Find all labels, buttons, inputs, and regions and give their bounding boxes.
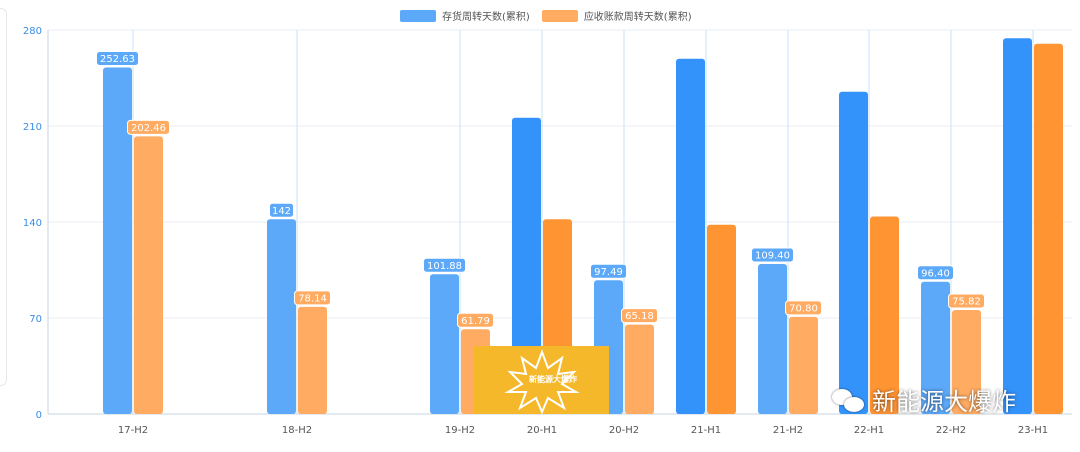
data-label-box [785,300,822,316]
data-label: 97.49 [594,267,623,278]
data-label-box [948,293,985,309]
y-tick-label: 70 [29,314,42,325]
legend-item-inventory[interactable]: 存货周转天数(累积) [400,8,530,23]
bar-receivables [298,306,327,414]
bar-inventory [1003,38,1032,414]
data-label-box [96,51,139,67]
bar-inventory [103,67,132,414]
data-label: 202.46 [131,123,166,134]
bar-receivables [134,136,163,414]
data-label: 101.88 [427,261,462,272]
x-tick-label: 18-H2 [282,425,312,436]
data-label: 252.63 [100,54,135,65]
data-label-box [294,290,331,306]
data-label-box [751,247,794,263]
x-tick-label: 22-H1 [854,425,884,436]
legend-swatch-inventory [400,9,436,22]
legend-label-receivables: 应收账款周转天数(累积) [583,12,692,23]
x-tick-label: 19-H2 [445,425,475,436]
burst-icon [504,349,580,415]
y-tick-label: 280 [23,26,42,37]
data-label-box [269,202,294,218]
legend-item-receivables[interactable]: 应收账款周转天数(累积) [541,8,692,23]
bar-inventory [839,91,868,414]
bar-inventory [676,58,705,415]
data-label-box [127,119,170,135]
x-tick-label: 21-H1 [691,425,721,436]
data-label-box [917,265,954,281]
data-label: 61.79 [461,316,490,327]
x-tick-label: 23-H1 [1018,425,1048,436]
data-label: 109.40 [755,250,790,261]
bar-receivables [1034,43,1063,414]
logo-badge [474,346,609,415]
watermark-text: 新能源大爆炸 [872,388,1016,416]
bar-inventory [758,263,787,414]
y-tick-label: 210 [23,122,42,133]
y-tick-label: 0 [36,410,42,421]
bar-inventory [921,281,950,414]
x-tick-label: 22-H2 [936,425,966,436]
data-label: 78.14 [298,293,327,304]
bar-inventory [267,219,296,414]
bar-receivables [789,316,818,414]
data-label-box [590,263,627,279]
x-tick-label: 17-H2 [118,425,148,436]
data-label: 70.80 [789,303,818,314]
y-tick-label: 140 [23,218,42,229]
legend-label-inventory: 存货周转天数(累积) [442,12,530,23]
x-tick-label: 21-H2 [773,425,803,436]
bar-inventory [430,274,459,414]
data-label: 142 [272,206,291,217]
data-label-box [423,257,466,273]
watermark: 新能源大爆炸 [832,382,1016,417]
bar-receivables [952,310,981,414]
data-label-box [621,308,658,324]
data-label: 75.82 [952,297,981,308]
legend-swatch-receivables [541,9,578,22]
wechat-icon [832,387,866,413]
bar-receivables [707,224,736,414]
data-label: 96.40 [921,268,950,279]
x-tick-label: 20-H2 [609,425,639,436]
data-label: 65.18 [625,311,654,322]
bar-receivables [625,324,654,414]
legend: 存货周转天数(累积) 应收账款周转天数(累积) [400,8,692,23]
data-label-box [457,312,494,328]
x-tick-label: 20-H1 [527,425,557,436]
bar-inventory [512,117,541,415]
logo-text: 新能源大爆炸 [529,375,577,384]
bar-receivables [870,216,899,414]
